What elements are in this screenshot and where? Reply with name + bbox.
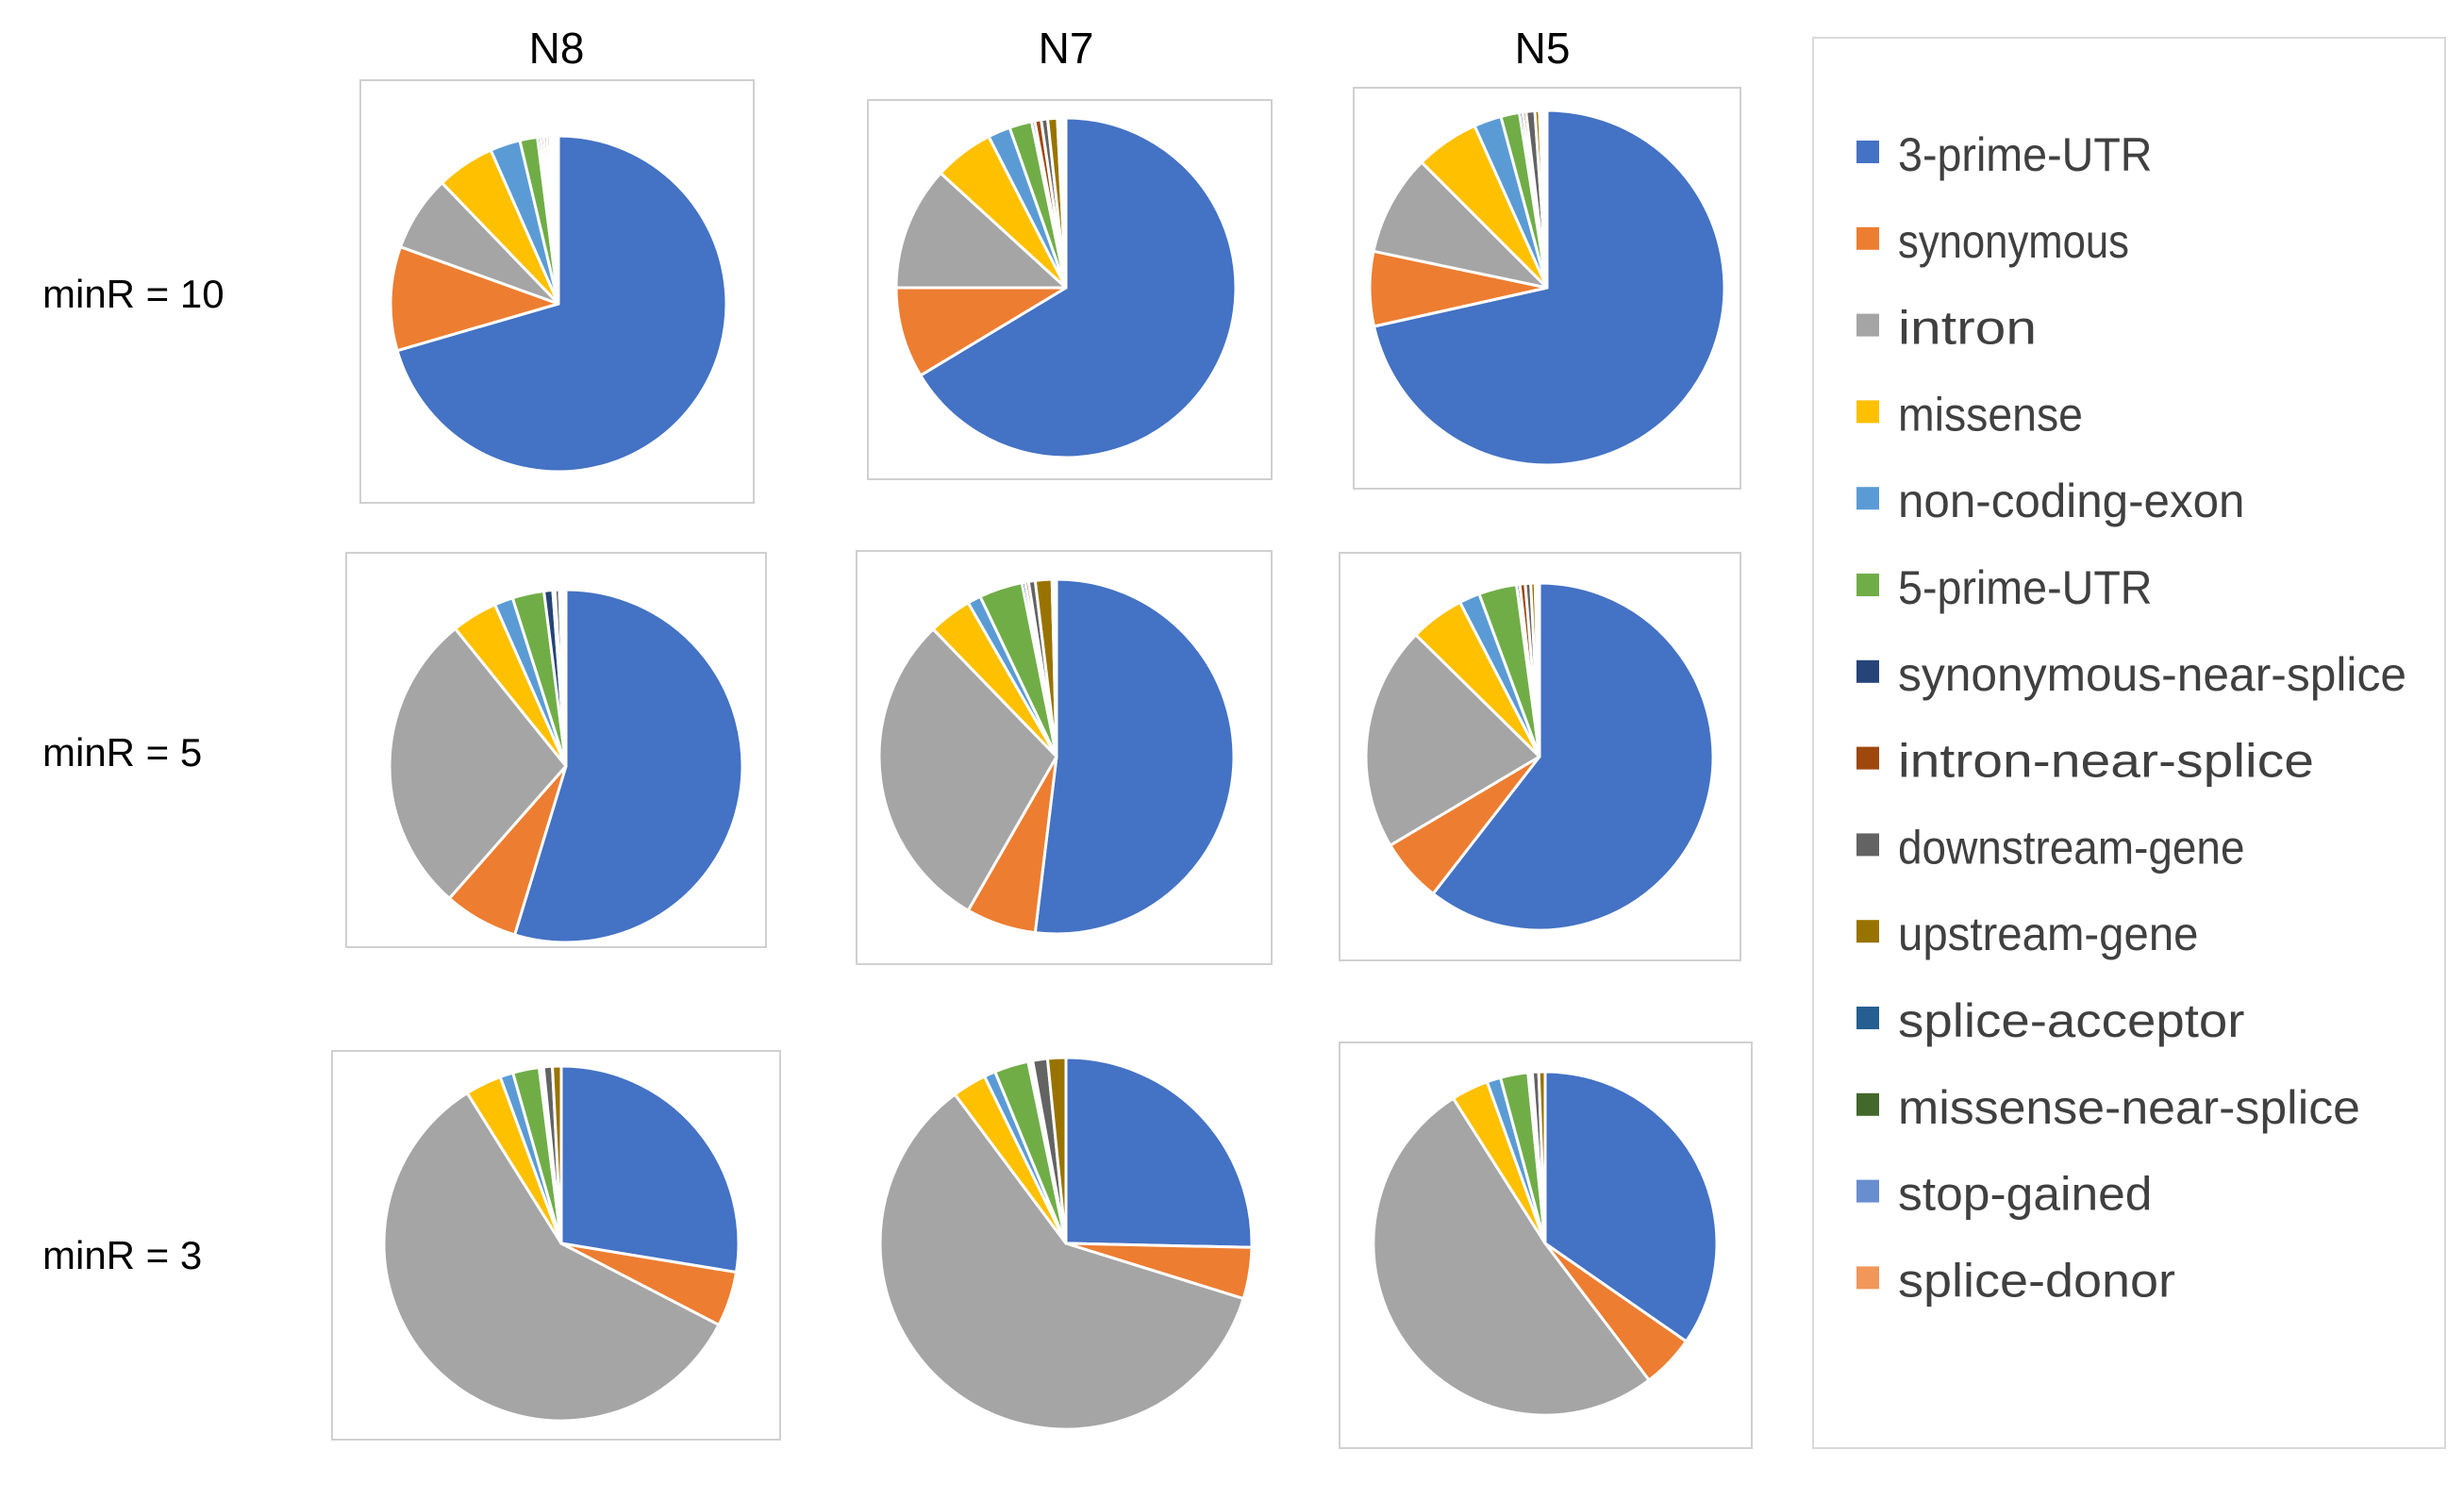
legend-item-3-prime-UTR: 3-prime-UTR: [1856, 128, 2153, 181]
slice-3-prime-UTR: [919, 116, 1238, 459]
column-header-n8: N8: [529, 24, 585, 73]
legend-swatch: [1856, 1092, 1879, 1116]
legend-frame: [1812, 37, 2446, 1449]
slice-intron: [1364, 633, 1541, 847]
legend-item-missense-near-splice: missense-near-splice: [1856, 1081, 2360, 1134]
legend-label: missense-near-splice: [1898, 1081, 2360, 1134]
legend-label: 3-prime-UTR: [1898, 128, 2153, 181]
legend-item-stop-gained: stop-gained: [1856, 1168, 2153, 1221]
slice-upstream-gene: [1537, 1070, 1547, 1245]
slice-splice-donor: [1054, 577, 1058, 758]
legend-swatch: [1856, 659, 1879, 683]
legend-swatch: [1856, 920, 1879, 943]
slice-3-prime-UTR: [1373, 108, 1726, 467]
slice-intron: [877, 627, 1058, 912]
legend: 3-prime-UTR synonymous intron missense non-c…: [1856, 128, 2406, 1307]
slice-splice-donor: [1537, 581, 1541, 758]
row-label-minr-5: minR = 5: [42, 730, 202, 775]
legend-swatch: [1856, 226, 1879, 250]
legend-label: intron-near-splice: [1898, 735, 2314, 788]
legend-label: splice-acceptor: [1898, 994, 2245, 1047]
legend-swatch: [1856, 400, 1879, 424]
legend-label: synonymous-near-splice: [1898, 648, 2406, 701]
legend-item-intron: intron: [1856, 302, 2037, 355]
slice-upstream-gene: [1045, 1056, 1068, 1245]
slice-splice-donor: [563, 588, 568, 768]
slice-3-prime-UTR: [1033, 577, 1236, 936]
legend-label: synonymous: [1898, 215, 2129, 268]
slice-intron: [1372, 1096, 1651, 1417]
legend-label: missense: [1898, 388, 2083, 441]
legend-swatch: [1856, 746, 1879, 770]
legend-swatch: [1856, 1007, 1879, 1029]
slice-intron: [894, 172, 1068, 290]
slice-3-prime-UTR: [1064, 1056, 1254, 1249]
column-header-n5: N5: [1515, 24, 1571, 73]
legend-item-splice-acceptor: splice-acceptor: [1856, 994, 2245, 1047]
legend-item-splice-donor: splice-donor: [1856, 1254, 2175, 1307]
legend-swatch: [1856, 1179, 1879, 1203]
slice-3-prime-UTR: [1543, 1070, 1719, 1343]
pie-n8-minr-10: [389, 134, 728, 474]
slice-3-prime-UTR: [513, 588, 744, 944]
legend-item-5-prime-UTR: 5-prime-UTR: [1856, 561, 2153, 614]
slice-synonymous: [389, 245, 560, 353]
slice-intron: [382, 1092, 721, 1423]
legend-item-upstream-gene: upstream-gene: [1856, 908, 2199, 960]
legend-swatch: [1856, 833, 1879, 857]
row-label-minr-10: minR = 10: [42, 272, 225, 316]
legend-swatch: [1856, 574, 1879, 596]
slice-intron: [878, 1092, 1245, 1431]
pie-n8-minr-3: [382, 1064, 741, 1423]
legend-item-non-coding-exon: non-coding-exon: [1856, 475, 2245, 527]
legend-label: intron: [1898, 302, 2037, 355]
legend-item-synonymous: synonymous: [1856, 215, 2129, 268]
pie-n5-minr-5: [1364, 581, 1715, 932]
legend-item-intron-near-splice: intron-near-splice: [1856, 735, 2314, 788]
legend-label: non-coding-exon: [1898, 475, 2245, 527]
slice-splice-donor: [1062, 116, 1068, 290]
legend-swatch: [1856, 141, 1879, 163]
slice-intron: [388, 626, 568, 900]
legend-label: downstream-gene: [1898, 821, 2245, 874]
legend-label: splice-donor: [1898, 1254, 2175, 1307]
legend-item-synonymous-near-splice: synonymous-near-splice: [1856, 648, 2406, 701]
slice-splice-donor: [1543, 108, 1549, 290]
pie-n8-minr-5: [388, 588, 744, 944]
column-header-n7: N7: [1039, 24, 1094, 73]
slice-3-prime-UTR: [559, 1064, 741, 1275]
slice-splice-donor: [555, 134, 560, 306]
legend-label: stop-gained: [1898, 1168, 2153, 1221]
legend-swatch: [1856, 487, 1879, 510]
slice-upstream-gene: [551, 1064, 563, 1245]
slice-3-prime-UTR: [395, 134, 728, 474]
slice-synonymous: [894, 286, 1068, 377]
pie-n5-minr-10: [1368, 108, 1726, 467]
legend-swatch: [1856, 1266, 1879, 1290]
pie-n7-minr-5: [877, 577, 1236, 936]
legend-item-missense: missense: [1856, 388, 2083, 441]
slice-intron: [1372, 160, 1549, 290]
pie-n5-minr-3: [1372, 1070, 1719, 1417]
pies: [382, 108, 1726, 1431]
pie-n7-minr-3: [878, 1056, 1254, 1431]
legend-swatch: [1856, 313, 1879, 337]
legend-label: upstream-gene: [1898, 908, 2199, 960]
legend-label: 5-prime-UTR: [1898, 561, 2153, 614]
row-label-minr-3: minR = 3: [42, 1233, 202, 1277]
legend-item-downstream-gene: downstream-gene: [1856, 821, 2245, 874]
slice-3-prime-UTR: [1431, 581, 1715, 932]
pie-n7-minr-10: [894, 116, 1238, 459]
